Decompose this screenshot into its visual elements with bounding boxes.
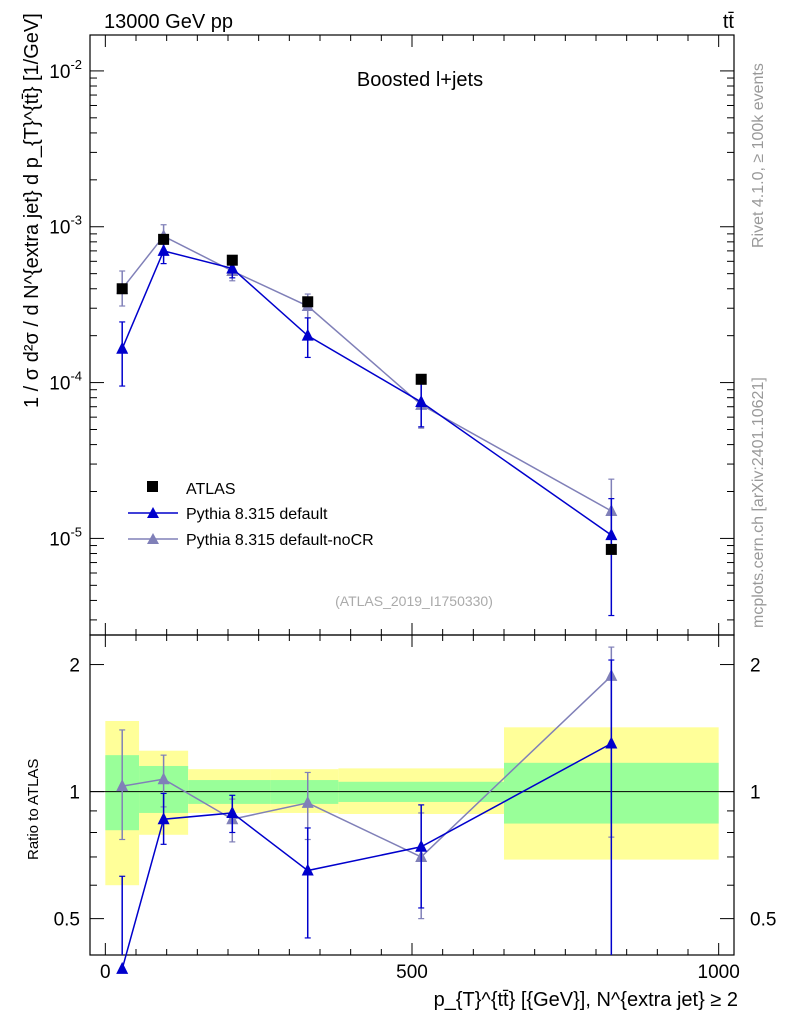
default-point [226,261,239,274]
default-ratio-point [605,736,618,749]
nocr-ratio-point [157,772,170,785]
y-tick-label: 10-2 [49,57,82,83]
default-line [121,249,612,536]
main-y-label: 1 / σ d²σ / d N^{extra jet} d p_{T}^{tt̄… [21,13,43,408]
legend: ATLAS Pythia 8.315 default Pythia 8.315 … [128,481,374,549]
rivet-version-label: Rivet 4.1.0, ≥ 100k events [750,63,767,248]
default-ratio-point [301,863,314,876]
energy-label: 13000 GeV pp [104,11,233,33]
mcplots-label: mcplots.cern.ch [arXiv:2401.10621] [750,377,767,628]
default-ratio-point [226,805,239,818]
default-point [116,341,129,354]
atlas-point [605,543,617,555]
ratio-uncertainty-bands [105,720,719,886]
default-point [415,395,428,408]
default-ratio-point [116,961,129,974]
default-point [605,528,618,541]
default-point [301,328,314,341]
analysis-tag: (ATLAS_2019_I1750330) [335,593,493,609]
legend-label-default: Pythia 8.315 default [186,506,328,523]
y-tick-label: 10-4 [49,369,82,395]
ratio-y-tick-label-right: 2 [750,656,761,677]
ratio-y-tick-label: 2 [69,656,80,677]
atlas-point [158,233,170,245]
ratio-y-tick-label-right: 1 [750,783,761,804]
x-tick-label: 1000 [698,962,740,983]
atlas-point [302,296,314,308]
legend-marker-default [147,507,159,518]
series-atlas [116,233,617,555]
default-ratio-point [415,839,428,852]
y-tick-label: 10-5 [49,524,82,550]
nocr-ratio-point [116,779,129,792]
atlas-point [226,254,238,266]
legend-label-atlas: ATLAS [186,481,236,498]
x-axis-label: p_{T}^{tt̄} [{GeV}], N^{extra jet} ≥ 2 [434,989,738,1011]
atlas-point [415,373,427,385]
y-tick-label: 10-3 [49,213,82,239]
ratio-y-label: Ratio to ATLAS [25,759,42,860]
plot-title: Boosted l+jets [357,69,483,91]
nocr-line [121,235,612,512]
default-point [157,243,170,256]
axis-ticks: 0 500 1000 10-5 10-4 10-3 10-2 0.5 0.5 1 1 2 2 [49,35,776,983]
x-tick-label: 0 [100,962,111,983]
ratio-y-tick-label-right: 0.5 [750,910,776,931]
default-ratio-line [121,742,612,970]
x-tick-label: 500 [396,962,428,983]
data-series [116,224,618,974]
atlas-point [116,283,128,295]
legend-marker-nocr [147,533,159,544]
nocr-ratio-line [122,675,612,858]
ratio-y-tick-label: 0.5 [54,910,80,931]
legend-label-nocr: Pythia 8.315 default-noCR [186,532,374,549]
nocr-ratio-point [301,795,314,808]
process-label: tt̄ [723,11,735,33]
default-ratio-point [157,812,170,825]
ratio-y-tick-label: 1 [69,783,80,804]
legend-marker-atlas [147,481,158,492]
